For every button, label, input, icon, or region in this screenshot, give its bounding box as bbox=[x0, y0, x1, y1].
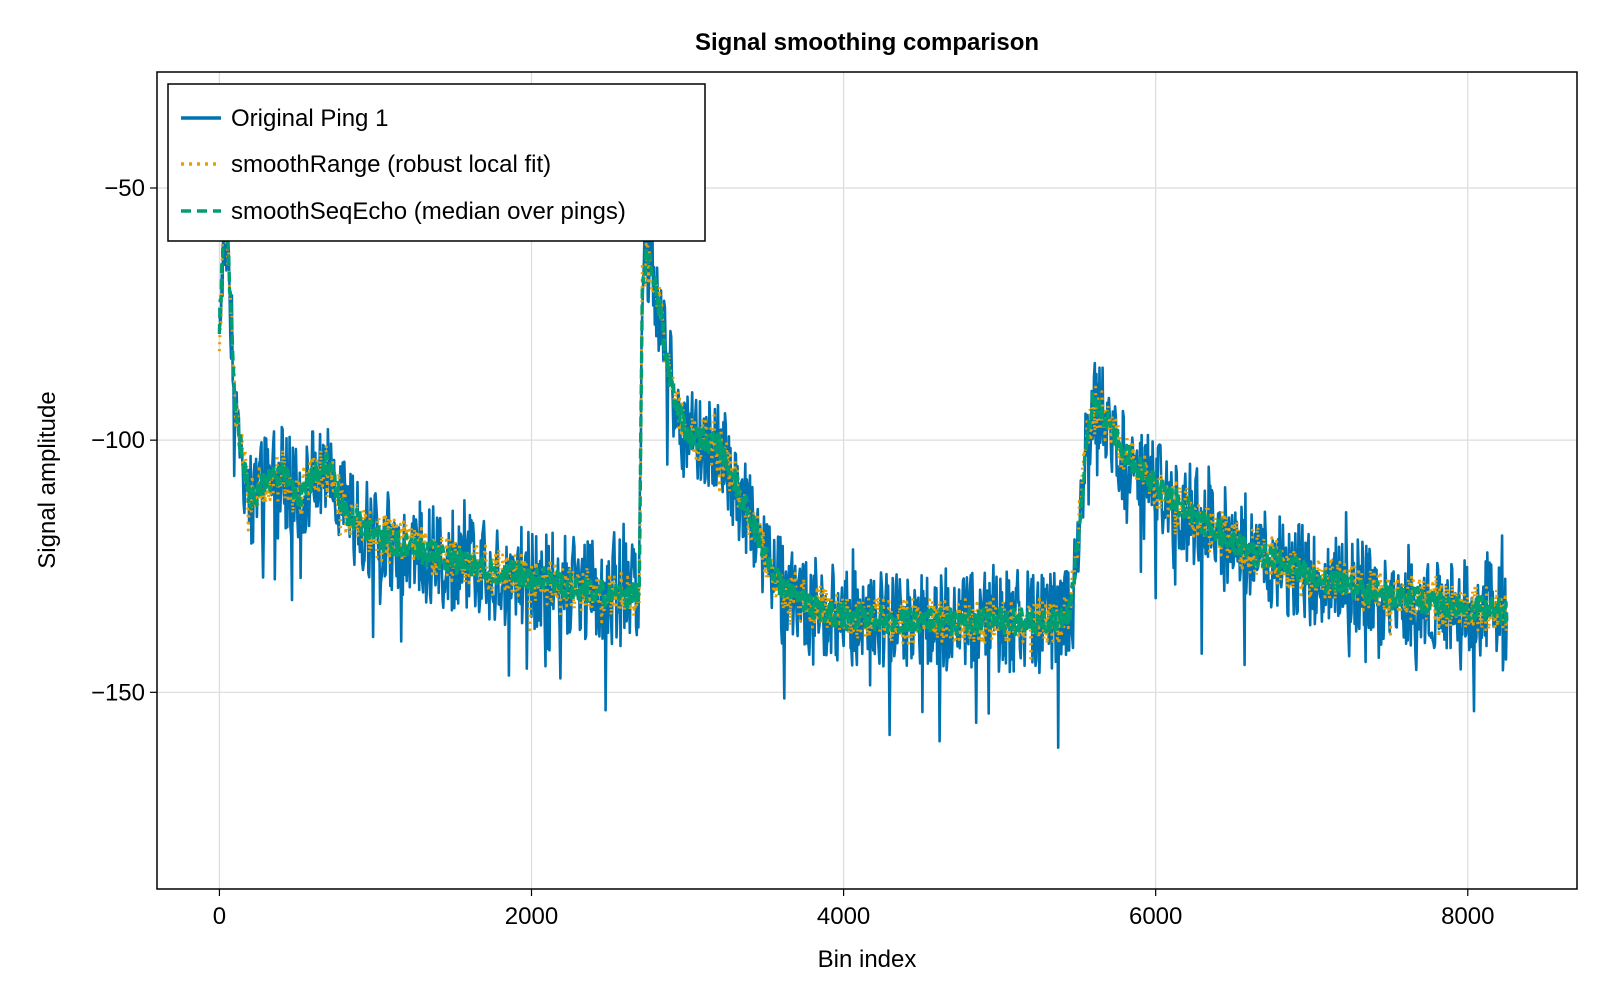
x-tick-label: 4000 bbox=[817, 903, 870, 930]
chart-title: Signal smoothing comparison bbox=[695, 29, 1039, 56]
legend-label-smoothrange: smoothRange (robust local fit) bbox=[231, 151, 551, 178]
series-line-2 bbox=[217, 202, 1509, 637]
plot-frame bbox=[156, 71, 1578, 890]
legend: Original Ping 1 smoothRange (robust loca… bbox=[167, 83, 706, 242]
y-axis-ticks: −50 −100 −150 bbox=[91, 175, 157, 706]
y-tick-label: −150 bbox=[91, 679, 145, 706]
x-axis-ticks: 0 2000 4000 6000 8000 bbox=[213, 889, 1494, 930]
x-tick-label: 0 bbox=[213, 903, 226, 930]
x-tick-label: 8000 bbox=[1441, 903, 1494, 930]
x-tick-label: 6000 bbox=[1129, 903, 1182, 930]
legend-label-original: Original Ping 1 bbox=[231, 105, 388, 132]
x-tick-label: 2000 bbox=[505, 903, 558, 930]
series-line-0 bbox=[218, 177, 1509, 749]
y-tick-label: −100 bbox=[91, 427, 145, 454]
x-axis-label: Bin index bbox=[818, 946, 917, 973]
y-tick-label: −50 bbox=[104, 175, 145, 202]
legend-box bbox=[167, 83, 706, 242]
y-axis-label: Signal amplitude bbox=[34, 391, 61, 568]
legend-label-smoothseqecho: smoothSeqEcho (median over pings) bbox=[231, 198, 626, 225]
series-layer bbox=[217, 177, 1509, 749]
